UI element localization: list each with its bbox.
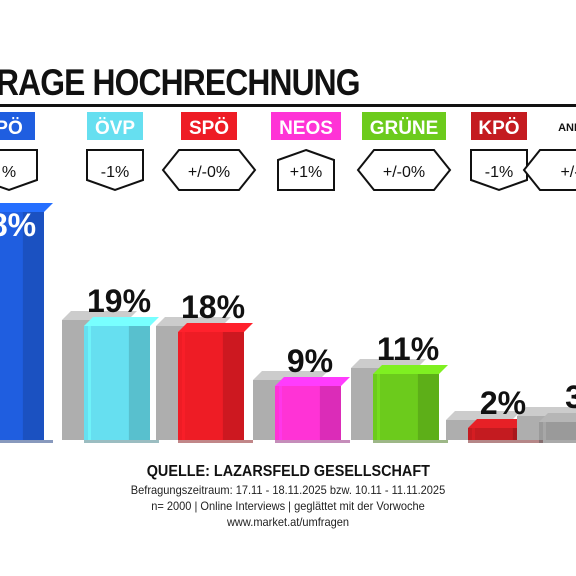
party-badge-kpö (471, 112, 527, 140)
survey-method: n= 2000 | Online Interviews | geglättet … (151, 499, 425, 513)
bar-highlight-2 (182, 332, 185, 440)
party-label-5: KPÖ (478, 118, 519, 139)
bar-highlight-5 (472, 428, 475, 440)
bar-top-6 (539, 413, 576, 422)
party-label-0: PÖ (0, 118, 23, 139)
value-label-0: 8% (0, 207, 36, 243)
chart-title: RAGE HOCHRECHNUNG (0, 62, 361, 103)
survey-period: Befragungszeitraum: 17.11 - 18.11.2025 b… (130, 483, 446, 497)
bar-highlight-3 (279, 386, 282, 440)
bar-chart: PÖ ÖVP SPÖ NEOS GRÜNE KPÖ AND % -1% +/-0% +1% +/-0… (0, 112, 576, 443)
party-badge-grüne (362, 112, 446, 140)
bar-shadow-6 (539, 440, 576, 443)
value-label-4: 11% (377, 331, 439, 367)
bar-and (539, 422, 576, 440)
value-label-3: 9% (287, 343, 333, 379)
change-indicator-1 (86, 149, 144, 192)
source-label: QUELLE: LAZARSFELD GESELLSCHAFT (146, 463, 430, 480)
bar-side-3 (319, 386, 341, 440)
change-indicator-6 (522, 149, 576, 191)
bar-side-0 (22, 212, 44, 440)
bar-shadow-5 (468, 440, 543, 443)
change-label-6: +/- (560, 164, 576, 181)
change-label-2: +/-0% (188, 164, 230, 181)
party-label-2: SPÖ (189, 118, 229, 139)
value-label-5: 2% (480, 385, 526, 421)
bar-shadow-0 (0, 440, 53, 443)
change-indicator-5 (470, 149, 528, 192)
bar-previous-top-5 (446, 411, 521, 420)
change-indicator-2 (161, 149, 257, 191)
bar-top-1 (84, 317, 159, 326)
bar-top-4 (373, 365, 448, 374)
survey-url: www.market.at/umfragen (226, 515, 350, 529)
bar-highlight-4 (377, 374, 380, 440)
change-label-3: +1% (290, 164, 322, 181)
party-label-6: AND (558, 122, 576, 134)
bar-side-2 (222, 332, 244, 440)
bar-highlight-6 (543, 422, 546, 440)
bar-side-4 (417, 374, 439, 440)
value-label-6: 3 (565, 379, 576, 415)
title-rule (0, 104, 576, 107)
party-badge-pö (0, 112, 35, 140)
change-indicator-3 (277, 148, 335, 191)
footer: QUELLE: LAZARSFELD GESELLSCHAFT Befragun… (0, 463, 576, 529)
party-badge-övp (87, 112, 143, 140)
bar-top-0 (0, 203, 53, 212)
value-label-2: 18% (181, 289, 245, 325)
party-label-3: NEOS (279, 118, 333, 139)
bar-top-2 (178, 323, 253, 332)
party-label-4: GRÜNE (370, 118, 439, 139)
change-label-5: -1% (485, 164, 513, 181)
bar-shadow-3 (275, 440, 350, 443)
change-indicator-0 (0, 149, 38, 192)
bar-shadow-1 (84, 440, 159, 443)
change-indicator-4 (356, 149, 452, 191)
value-label-1: 19% (87, 283, 151, 319)
bar-side-1 (128, 326, 150, 440)
party-badge-spö (181, 112, 237, 140)
bar-top-3 (275, 377, 350, 386)
bar-shadow-4 (373, 440, 448, 443)
bar-shadow-2 (178, 440, 253, 443)
party-label-1: ÖVP (95, 118, 135, 139)
change-label-1: -1% (101, 164, 129, 181)
party-badge-neos (271, 112, 341, 140)
change-label-0: % (2, 164, 16, 181)
bar-highlight-1 (88, 326, 91, 440)
change-label-4: +/-0% (383, 164, 425, 181)
